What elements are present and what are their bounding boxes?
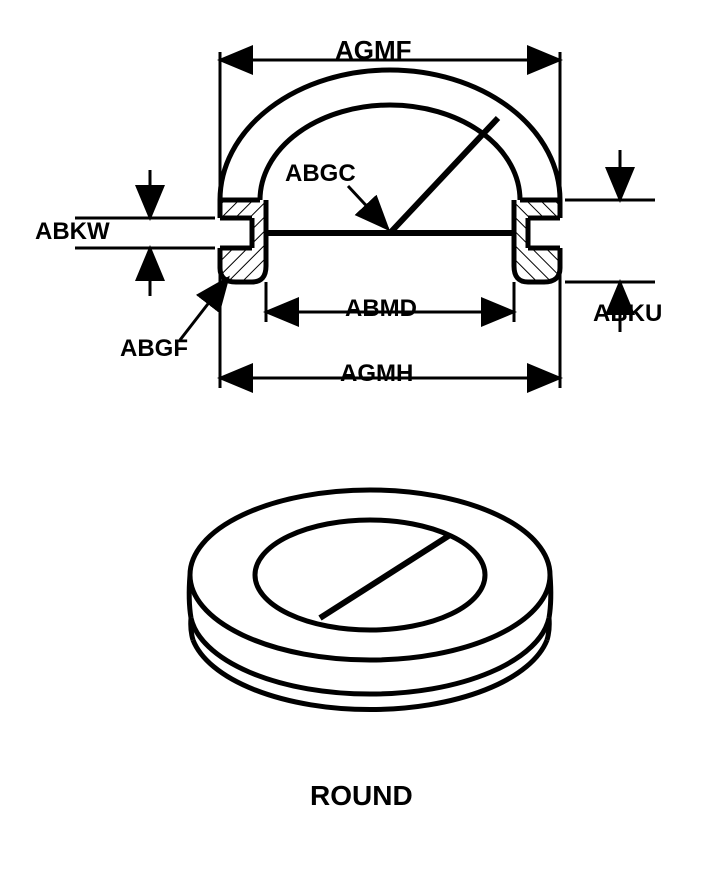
label-abgf: ABGF [120,335,188,363]
label-agmf: AGMF [335,35,412,66]
label-abkw: ABKW [35,218,110,246]
label-abku: ABKU [593,300,662,328]
iso-ring-group [189,490,551,710]
label-abgc: ABGC [285,160,356,188]
diagram-svg [0,0,702,870]
label-round: ROUND [310,780,413,812]
label-abmd: ABMD [345,295,417,323]
diagram-container: AGMF ABGC ABKW ABGF ABMD ABKU AGMH ROUND [0,0,702,870]
label-agmh: AGMH [340,360,413,388]
